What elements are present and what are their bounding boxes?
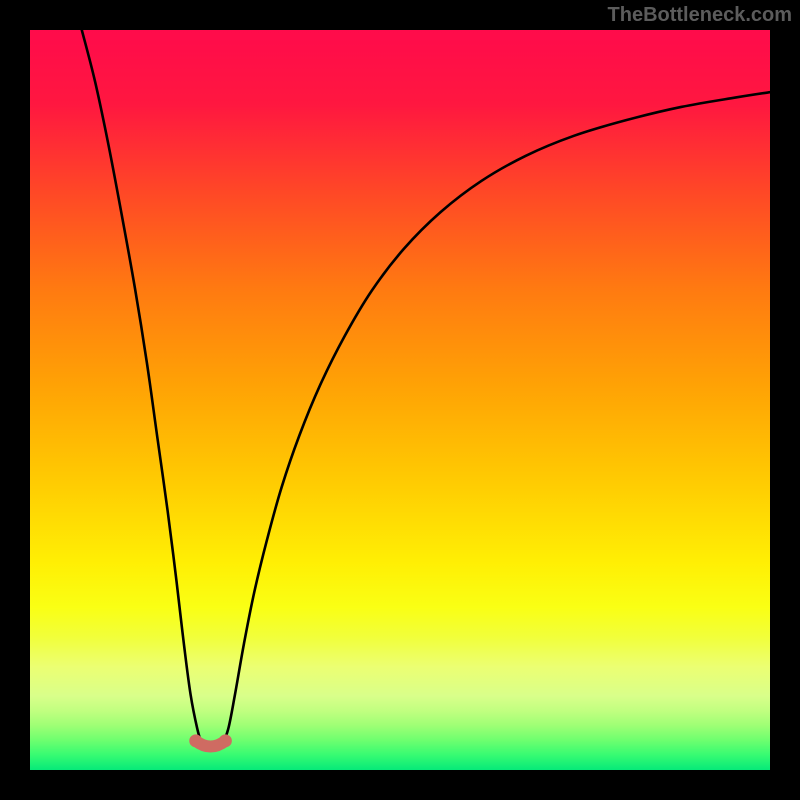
bottleneck-curve [82, 30, 770, 749]
curve-layer [30, 30, 770, 770]
chart-root: { "meta": { "source_label": "TheBottlene… [0, 0, 800, 800]
watermark-label: TheBottleneck.com [608, 4, 792, 27]
plot-area [30, 30, 770, 770]
valley-marker-dot [219, 734, 232, 747]
valley-marker-dot [189, 734, 202, 747]
